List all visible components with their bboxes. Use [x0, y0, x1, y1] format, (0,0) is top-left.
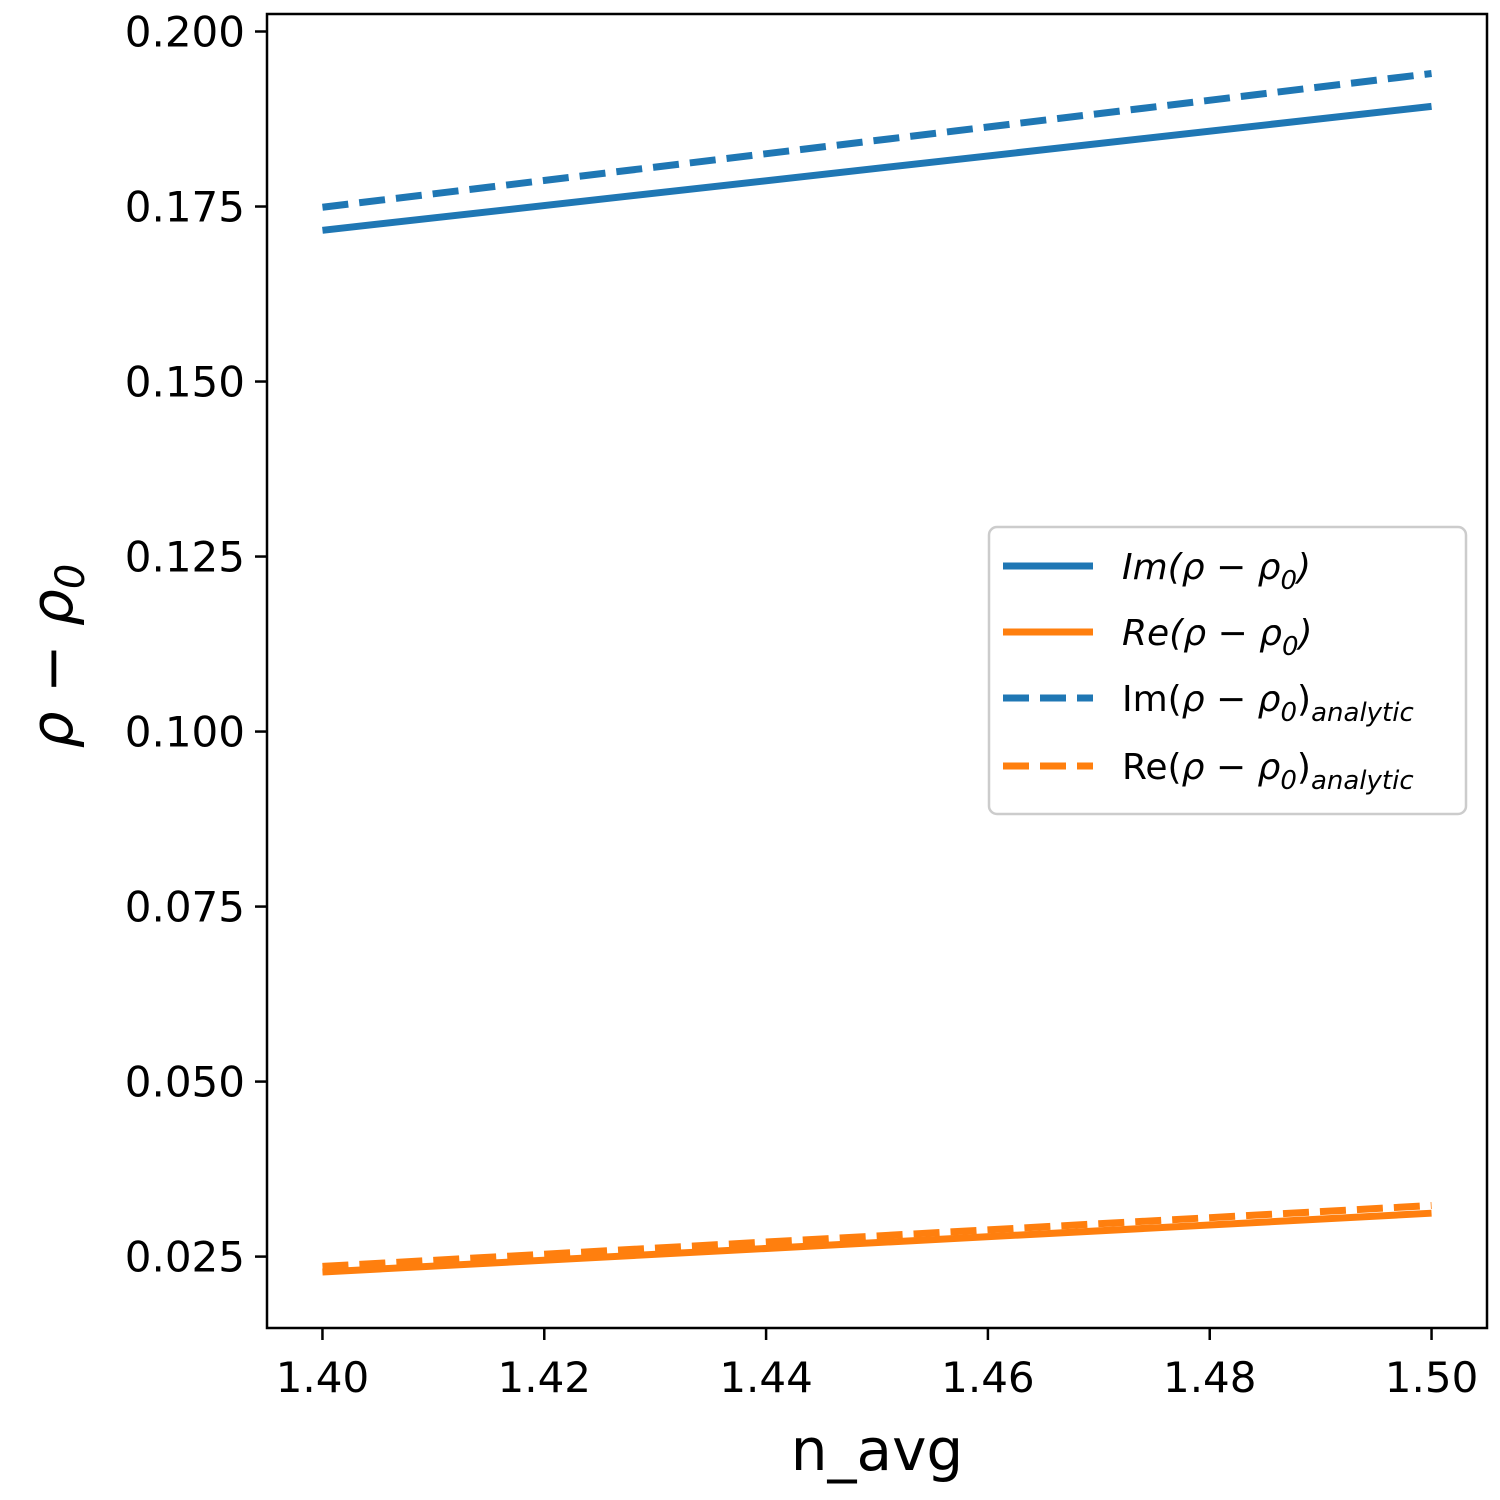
y-axis-label-main: ρ − ρ — [18, 589, 86, 748]
legend: Im(ρ − ρ0) Re(ρ − ρ0) Im(ρ − ρ0)analytic Re… — [987, 525, 1468, 816]
legend-label-im-analytic: Im(ρ − ρ0)analytic — [1122, 679, 1414, 728]
series-line-im — [322, 102, 1432, 234]
y-tick-label: 0.200 — [125, 8, 245, 57]
x-tick-label: 1.46 — [941, 1353, 1035, 1402]
x-tick-label: 1.44 — [719, 1353, 813, 1402]
x-tick-label: 1.40 — [276, 1353, 370, 1402]
legend-label-re-analytic: Re(ρ − ρ0)analytic — [1122, 747, 1414, 796]
y-tick-label: 0.125 — [125, 533, 245, 582]
y-tick-label: 0.100 — [125, 708, 245, 757]
y-tick-label: 0.050 — [125, 1058, 245, 1107]
y-axis-label-sub: 0 — [48, 564, 94, 589]
x-tick-label: 1.42 — [498, 1353, 592, 1402]
y-axis-label: ρ − ρ0 — [18, 564, 94, 749]
y-axis-ticks: 0.025 0.050 0.075 0.100 0.125 0.150 0.175 0.200 — [125, 8, 267, 1282]
x-axis-ticks: 1.40 1.42 1.44 1.46 1.48 1.50 — [276, 1328, 1479, 1402]
series-layer — [322, 70, 1432, 1276]
y-tick-label: 0.150 — [125, 358, 245, 407]
x-tick-label: 1.50 — [1385, 1353, 1479, 1402]
y-tick-label: 0.075 — [125, 883, 245, 932]
plot-frame — [265, 12, 1489, 1330]
legend-label-im: Im(ρ − ρ0) — [1122, 547, 1311, 596]
x-axis-label: n_avg — [791, 1416, 963, 1484]
series-line-re — [322, 1209, 1432, 1276]
series-line-re-analytic — [322, 1201, 1432, 1270]
y-tick-label: 0.175 — [125, 183, 245, 232]
x-tick-label: 1.48 — [1163, 1353, 1257, 1402]
y-tick-label: 0.025 — [125, 1233, 245, 1282]
series-line-im-analytic — [322, 70, 1432, 211]
legend-box — [987, 525, 1468, 816]
legend-label-re: Re(ρ − ρ0) — [1122, 613, 1313, 662]
